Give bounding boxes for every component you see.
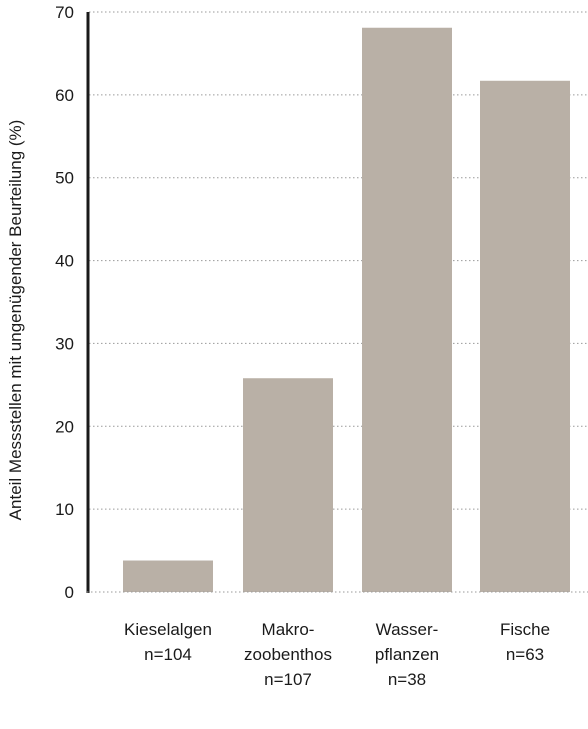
x-category-label-4-line-2: n=63 [506, 645, 544, 664]
bar-4 [480, 80, 570, 593]
x-category-label-1-line-1: Kieselalgen [124, 620, 212, 639]
x-category-label-4-line-1: Fische [500, 620, 550, 639]
x-category-label-2-line-2: zoobenthos [244, 645, 332, 664]
x-category-label-3-line-3: n=38 [388, 670, 426, 689]
y-tick-labels: 0 10 20 30 40 50 60 70 [55, 3, 74, 602]
y-tick-label-20: 20 [55, 417, 74, 436]
y-tick-label-60: 60 [55, 86, 74, 105]
bar-2 [243, 378, 333, 592]
x-category-label-3-line-2: pflanzen [375, 645, 439, 664]
x-category-labels: Kieselalgen n=104 Makro-zoobenthos n=107 Was… [124, 620, 550, 689]
y-tick-label-40: 40 [55, 252, 74, 271]
x-category-label-1-line-2: n=104 [144, 645, 192, 664]
bar-1 [123, 560, 213, 592]
y-tick-label-50: 50 [55, 169, 74, 188]
x-category-label-3-line-1: Wasser- [376, 620, 439, 639]
y-axis-title: Anteil Messstellen mit ungenügender Beur… [6, 120, 25, 521]
y-tick-label-30: 30 [55, 334, 74, 353]
bar-3 [362, 27, 452, 592]
axes [86, 12, 588, 593]
grid-lines [89, 11, 588, 510]
y-tick-label-0: 0 [65, 583, 74, 602]
bars [123, 27, 570, 593]
x-category-label-2-line-1: Makro- [262, 620, 315, 639]
x-category-label-2-line-3: n=107 [264, 670, 312, 689]
y-tick-label-70: 70 [55, 3, 74, 22]
y-tick-label-10: 10 [55, 500, 74, 519]
